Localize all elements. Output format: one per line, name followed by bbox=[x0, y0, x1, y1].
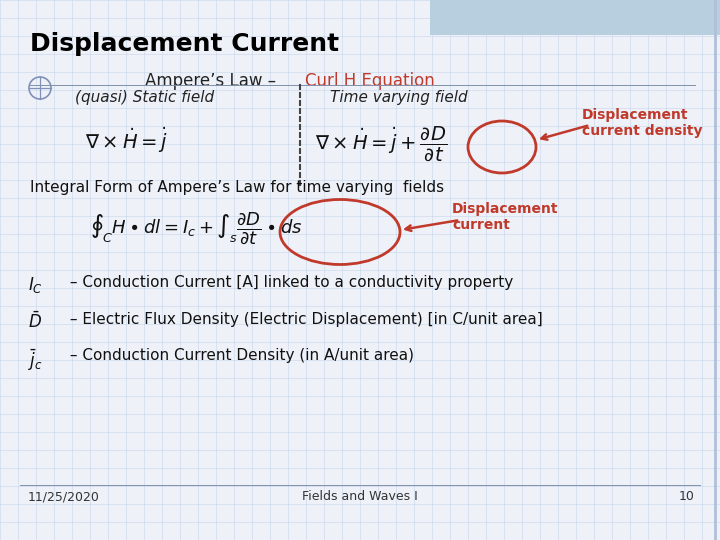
Text: Displacement
current density: Displacement current density bbox=[582, 108, 703, 138]
Text: $\bar{D}$: $\bar{D}$ bbox=[28, 312, 42, 333]
Text: 10: 10 bbox=[679, 490, 695, 503]
Text: Curl H Equation: Curl H Equation bbox=[305, 72, 435, 90]
Text: 11/25/2020: 11/25/2020 bbox=[28, 490, 100, 503]
Text: $\bar{j}_c$: $\bar{j}_c$ bbox=[28, 348, 43, 374]
FancyBboxPatch shape bbox=[430, 0, 720, 35]
Text: Time varying field: Time varying field bbox=[330, 90, 467, 105]
Text: Fields and Waves I: Fields and Waves I bbox=[302, 490, 418, 503]
Text: Integral Form of Ampere’s Law for time varying  fields: Integral Form of Ampere’s Law for time v… bbox=[30, 180, 444, 195]
Text: $\nabla \times \dot{H} = \dot{j} + \dfrac{\partial D}{\partial t}$: $\nabla \times \dot{H} = \dot{j} + \dfra… bbox=[315, 125, 447, 164]
Text: – Electric Flux Density (Electric Displacement) [in C/unit area]: – Electric Flux Density (Electric Displa… bbox=[65, 312, 543, 327]
Text: Ampere’s Law –: Ampere’s Law – bbox=[145, 72, 282, 90]
Text: – Conduction Current [A] linked to a conductivity property: – Conduction Current [A] linked to a con… bbox=[65, 275, 513, 290]
Text: $I_C$: $I_C$ bbox=[28, 275, 43, 295]
Text: $\oint_C H \bullet dl = I_c + \int_s \dfrac{\partial D}{\partial t} \bullet ds$: $\oint_C H \bullet dl = I_c + \int_s \df… bbox=[90, 210, 302, 246]
Text: (quasi) Static field: (quasi) Static field bbox=[75, 90, 214, 105]
Text: Displacement
current: Displacement current bbox=[452, 202, 559, 232]
Text: Displacement Current: Displacement Current bbox=[30, 32, 339, 56]
Text: – Conduction Current Density (in A/unit area): – Conduction Current Density (in A/unit … bbox=[65, 348, 414, 363]
Text: $\nabla \times \dot{H} = \dot{j}$: $\nabla \times \dot{H} = \dot{j}$ bbox=[85, 125, 168, 154]
